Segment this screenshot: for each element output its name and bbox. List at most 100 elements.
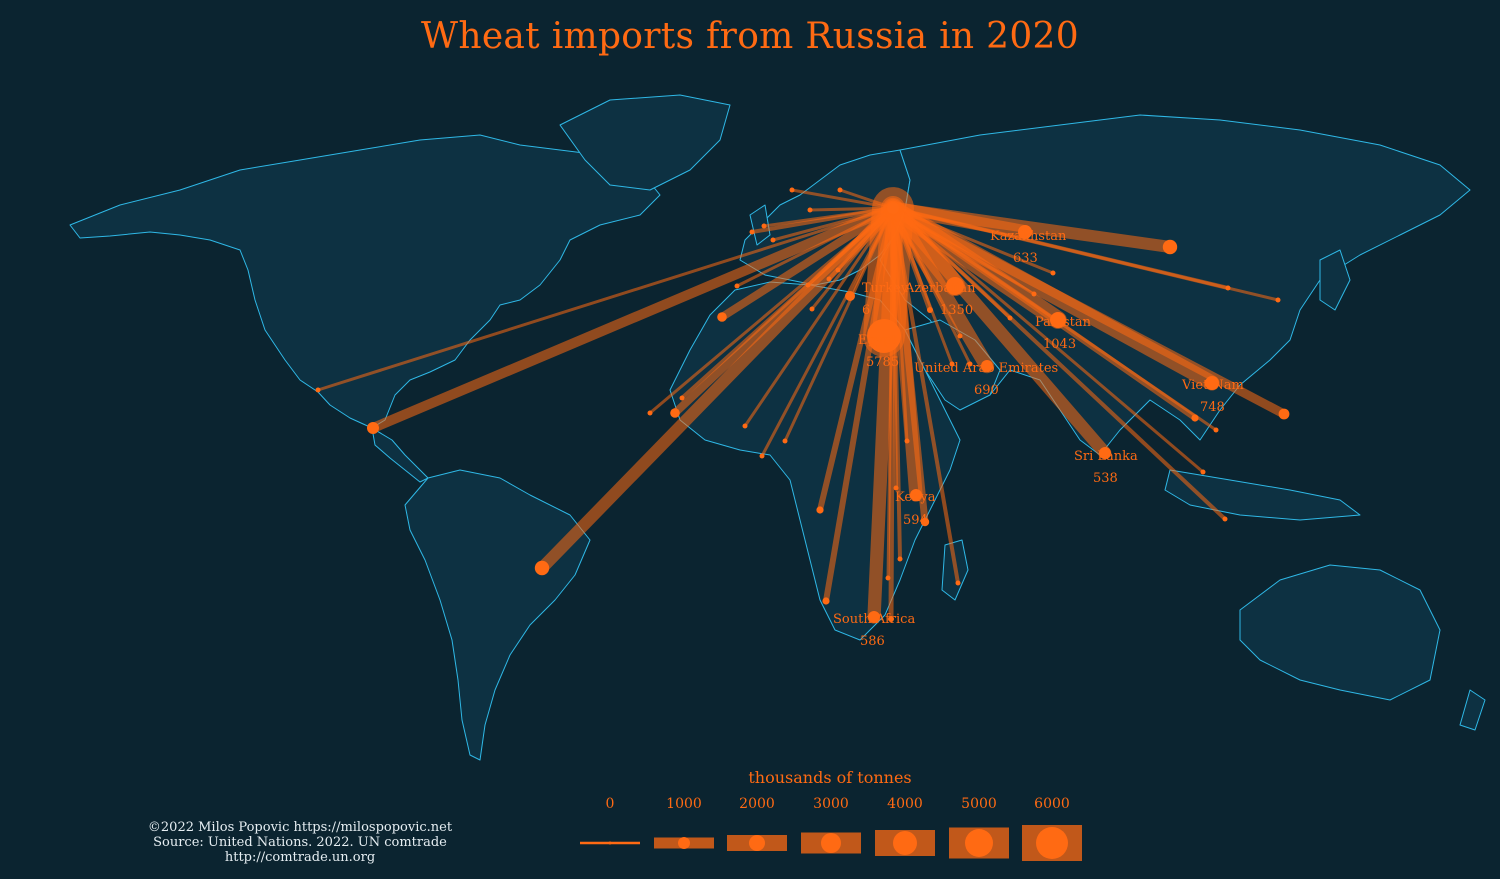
credits-url: http://comtrade.un.org bbox=[224, 850, 376, 865]
destination-dot bbox=[1200, 469, 1206, 475]
destination-dot bbox=[955, 580, 961, 586]
destination-dot bbox=[885, 575, 891, 581]
destination-dot bbox=[315, 387, 321, 393]
uk-landmass bbox=[749, 204, 771, 246]
flow-line bbox=[316, 206, 895, 392]
destination-dot bbox=[1099, 447, 1111, 459]
destination-dot bbox=[717, 312, 727, 322]
legend-label-2000: 2000 bbox=[739, 796, 775, 812]
destination-dot bbox=[949, 361, 955, 367]
country-value: 6 bbox=[862, 303, 870, 318]
flow-line bbox=[368, 203, 898, 433]
country-label: Viet Nam bbox=[1181, 378, 1244, 393]
destination-dot bbox=[822, 597, 830, 605]
destination-dot bbox=[845, 291, 855, 301]
country-label: Egypt bbox=[858, 333, 897, 348]
legend-label-3000: 3000 bbox=[813, 796, 849, 812]
destination-dot bbox=[647, 410, 653, 416]
legend-swatch-dot bbox=[821, 833, 841, 853]
destination-dot bbox=[679, 395, 685, 401]
flow-line bbox=[762, 206, 895, 228]
north-america-landmass bbox=[69, 134, 661, 429]
destination-dot bbox=[897, 556, 903, 562]
new-zealand-landmass bbox=[1459, 689, 1486, 731]
japan-landmass bbox=[1319, 249, 1351, 311]
credits-author: ©2022 Milos Popovic https://milospopovic… bbox=[147, 820, 453, 835]
destination-dot bbox=[1191, 414, 1199, 422]
destination-dot bbox=[761, 223, 767, 229]
destination-dot bbox=[1213, 427, 1219, 433]
country-label: Azerbaijan bbox=[904, 281, 976, 296]
destination-dot bbox=[809, 306, 815, 312]
country-value: 690 bbox=[974, 383, 999, 398]
country-value: 5785 bbox=[866, 355, 899, 370]
flow-line bbox=[886, 201, 1112, 460]
destination-dot bbox=[837, 187, 843, 193]
map-title: Wheat imports from Russia in 2020 bbox=[421, 16, 1079, 57]
destination-dot bbox=[1050, 312, 1066, 328]
legend-label-1000: 1000 bbox=[666, 796, 702, 812]
australia-landmass bbox=[1239, 564, 1441, 701]
destination-dot bbox=[816, 506, 824, 514]
destination-dot bbox=[1031, 291, 1037, 297]
country-value: 1350 bbox=[940, 303, 973, 318]
destination-dot bbox=[670, 408, 680, 418]
legend-label-6000: 6000 bbox=[1034, 796, 1070, 812]
country-labels-layer: Kazakhstan 633 Azerbaijan 1350 Pakistan 1043 E… bbox=[833, 229, 1244, 649]
destination-dot bbox=[981, 360, 993, 372]
country-value: 1043 bbox=[1043, 337, 1076, 352]
legend-swatch-dot bbox=[1036, 827, 1068, 859]
destination-dot bbox=[888, 616, 894, 622]
country-label: South Africa bbox=[833, 612, 915, 627]
destination-dot bbox=[910, 489, 922, 501]
flow-line bbox=[718, 204, 897, 321]
destination-dot bbox=[868, 611, 880, 623]
country-label: Sri Lanka bbox=[1074, 449, 1138, 464]
destination-dot bbox=[957, 333, 963, 339]
destination-dot bbox=[759, 453, 765, 459]
origin-dot-russia bbox=[887, 202, 899, 214]
country-label: Turkey bbox=[862, 281, 909, 296]
country-value: 586 bbox=[860, 634, 885, 649]
legend-swatch-dot bbox=[893, 831, 917, 855]
flow-line bbox=[536, 202, 899, 574]
destination-dot bbox=[1007, 315, 1013, 321]
destination-dot bbox=[789, 187, 795, 193]
country-label: United Arab Emirates bbox=[914, 361, 1058, 376]
greenland-landmass bbox=[559, 94, 731, 191]
legend-swatch-dot bbox=[678, 837, 690, 849]
destination-dot bbox=[946, 277, 964, 295]
destination-dot bbox=[805, 282, 811, 288]
legend-label-0: 0 bbox=[605, 796, 615, 812]
legend-title: thousands of tonnes bbox=[748, 768, 912, 787]
destination-dot bbox=[807, 207, 813, 213]
destination-dot bbox=[1222, 516, 1228, 522]
destination-dot bbox=[1162, 239, 1178, 255]
flow-line bbox=[885, 200, 1220, 391]
central-america-landmass bbox=[371, 427, 429, 483]
destination-dot bbox=[835, 267, 841, 273]
destination-dot bbox=[927, 307, 933, 313]
south-america-landmass bbox=[404, 469, 591, 761]
destination-dot bbox=[534, 560, 550, 576]
flow-lines-layer bbox=[316, 187, 1289, 624]
destination-dot bbox=[734, 283, 740, 289]
indonesia-landmass bbox=[1164, 469, 1361, 521]
destination-dot bbox=[893, 485, 899, 491]
destination-dot bbox=[920, 517, 930, 527]
destination-dot bbox=[782, 438, 788, 444]
destination-dot bbox=[867, 319, 901, 353]
credits: ©2022 Milos Popovic https://milospopovic… bbox=[120, 820, 480, 865]
destination-dot bbox=[749, 229, 755, 235]
destination-dot bbox=[904, 438, 910, 444]
country-label: Kazakhstan bbox=[990, 229, 1067, 244]
legend-swatch-dot bbox=[749, 835, 765, 851]
legend-marks bbox=[580, 825, 1082, 861]
country-label: Pakistan bbox=[1035, 315, 1092, 330]
legend-label-4000: 4000 bbox=[887, 796, 923, 812]
flow-line bbox=[743, 206, 895, 428]
country-value: 538 bbox=[1093, 471, 1118, 486]
flow-line-egypt-band bbox=[872, 196, 905, 348]
legend-label-5000: 5000 bbox=[961, 796, 997, 812]
